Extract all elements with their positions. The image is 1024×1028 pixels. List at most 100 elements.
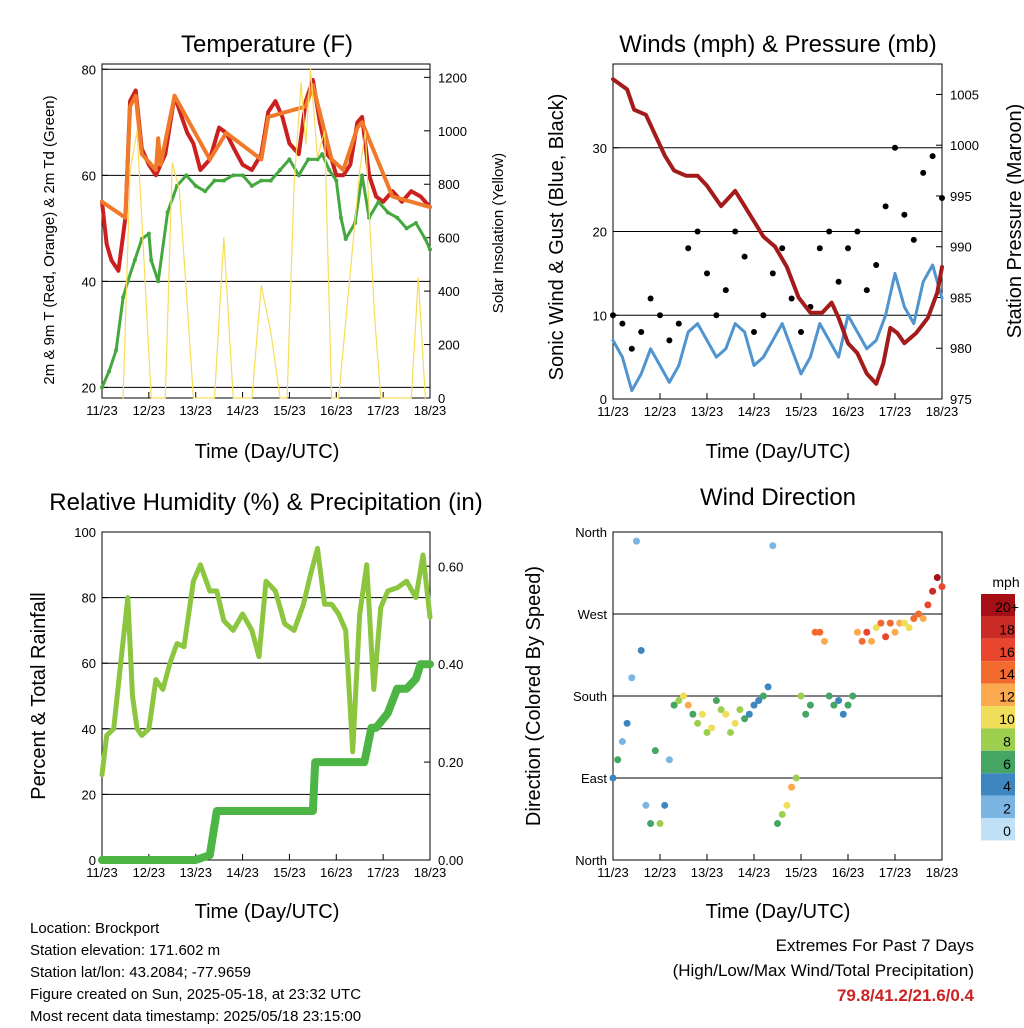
y-tick-label: West	[578, 607, 608, 622]
wind-direction-point	[712, 697, 720, 705]
temperature-ylabel-left: 2m & 9m T (Red, Orange) & 2m Td (Green)	[41, 95, 58, 384]
x-tick-label: 11/23	[86, 403, 118, 418]
2m-td-point	[212, 178, 217, 183]
2m-td-point	[221, 178, 226, 183]
station-elevation: Station elevation: 171.602 m	[30, 942, 221, 959]
rh-plot-area: 11/23 12/23 13/23 14/23 15/23 16/23 17/23 18/23…	[74, 525, 463, 880]
wind-direction-point	[623, 719, 631, 727]
x-tick-label: 13/23	[691, 865, 724, 880]
station-info: Location: Brockport Station elevation: 1…	[30, 918, 361, 1028]
2m-td-point	[385, 210, 390, 215]
gust-point	[713, 312, 720, 319]
station-location: Location: Brockport	[30, 920, 160, 937]
gust-point	[666, 337, 673, 344]
gust-point	[732, 228, 739, 235]
wind-direction-point	[774, 820, 781, 828]
2m-td-point	[121, 295, 126, 300]
wind-direction-plot-area: 11/23 12/23 13/23 14/23 15/23 16/23 17/23 18/23…	[573, 525, 958, 880]
wind-direction-point	[661, 801, 669, 809]
wind-direction-point	[755, 697, 763, 705]
wind-direction-point	[609, 774, 617, 782]
speed-colorbar: 20+ 18 16 14 12 10 8 6 4 2 0	[981, 594, 1019, 841]
gust-point	[929, 153, 936, 160]
x-tick-label: 14/23	[226, 865, 259, 880]
gust-point	[901, 211, 908, 218]
x-tick-label: 13/23	[179, 403, 212, 418]
wind-direction-point	[670, 701, 678, 709]
2m-td-point	[343, 236, 348, 241]
figure-created: Figure created on Sun, 2025-05-18, at 23…	[30, 986, 362, 1003]
gust-point	[694, 228, 701, 235]
y2-tick-label: 200	[438, 338, 460, 353]
wind-direction-point	[675, 697, 683, 705]
wind-direction-point	[853, 628, 861, 636]
wind-direction-point	[731, 719, 739, 727]
x-tick-label: 18/23	[926, 865, 959, 880]
y2-tick-label: 975	[950, 392, 972, 407]
gust-point	[845, 245, 851, 252]
solar-insolation-line	[122, 68, 426, 399]
rh-ylabel-left: Percent & Total Rainfall	[28, 592, 50, 800]
x-tick-label: 16/23	[320, 865, 353, 880]
colorbar-label: 6	[1003, 756, 1011, 772]
wind-direction-point	[722, 710, 730, 718]
gust-point	[638, 329, 645, 335]
station-latlon: Station lat/lon: 43.2084; -77.9659	[30, 964, 252, 981]
wind-direction-point	[792, 774, 800, 782]
x-tick-label: 17/23	[367, 865, 400, 880]
winds-plot-area: 11/23 12/23 13/23 14/23 15/23 16/23 17/23 18/23…	[593, 63, 979, 419]
y-tick-label: 0	[600, 392, 607, 407]
winds-panel: Winds (mph) & Pressure (mb) Time (Day/UT…	[546, 31, 1024, 463]
x-tick-label: 11/23	[597, 865, 629, 880]
colorbar-label: 8	[1003, 733, 1011, 749]
x-tick-label: 16/23	[320, 403, 353, 418]
wind-direction-point	[929, 587, 937, 595]
y-tick-label: 40	[82, 722, 96, 737]
x-tick-label: 11/23	[86, 865, 118, 880]
2m-td-point	[146, 231, 151, 236]
wind-direction-point	[637, 646, 645, 654]
gust-point	[722, 287, 729, 294]
rh-panel: Relative Humidity (%) & Precipitation (i…	[28, 489, 483, 923]
wind-direction-point	[938, 583, 946, 591]
x-tick-label: 17/23	[879, 865, 912, 880]
wind-direction-point	[886, 619, 894, 627]
wind-direction-point	[764, 683, 772, 691]
gust-point	[751, 329, 757, 335]
temperature-title: Temperature (F)	[181, 31, 353, 58]
wind-direction-point	[633, 537, 640, 545]
y-tick-label: 100	[74, 525, 96, 540]
y2-tick-label: 1200	[438, 70, 467, 85]
2m-td-point	[149, 258, 154, 263]
wind-direction-point	[872, 624, 880, 632]
gust-point	[647, 295, 654, 302]
colorbar-label: 0	[1003, 823, 1011, 839]
wind-direction-point	[924, 601, 932, 609]
y2-tick-label: 1000	[438, 124, 467, 139]
station-pressure-line	[611, 77, 944, 386]
wind-direction-point	[708, 724, 716, 732]
2m-td-point	[320, 152, 325, 157]
wind-direction-point	[736, 706, 744, 714]
y2-tick-label: 0.00	[438, 853, 463, 868]
wind-direction-ylabel: Direction (Colored By Speed)	[523, 566, 545, 826]
x-tick-label: 12/23	[133, 403, 166, 418]
gust-point	[769, 270, 776, 277]
wind-direction-point	[891, 628, 899, 636]
wind-direction-point	[821, 637, 828, 645]
wind-direction-point	[651, 747, 659, 755]
wind-direction-point	[835, 697, 843, 705]
gust-point	[826, 228, 833, 235]
gust-point	[685, 245, 692, 252]
x-tick-label: 16/23	[832, 865, 865, 880]
wind-direction-xlabel: Time (Day/UTC)	[706, 901, 851, 923]
wind-direction-point	[905, 624, 913, 632]
wind-direction-point	[919, 615, 927, 623]
gust-point	[760, 312, 767, 319]
extremes-heading: Extremes For Past 7 Days	[775, 936, 974, 955]
colorbar-swatch	[981, 594, 1015, 617]
y2-tick-label: 995	[950, 189, 972, 204]
y-tick-label: East	[581, 771, 607, 786]
y2-tick-label: 0.20	[438, 755, 463, 770]
